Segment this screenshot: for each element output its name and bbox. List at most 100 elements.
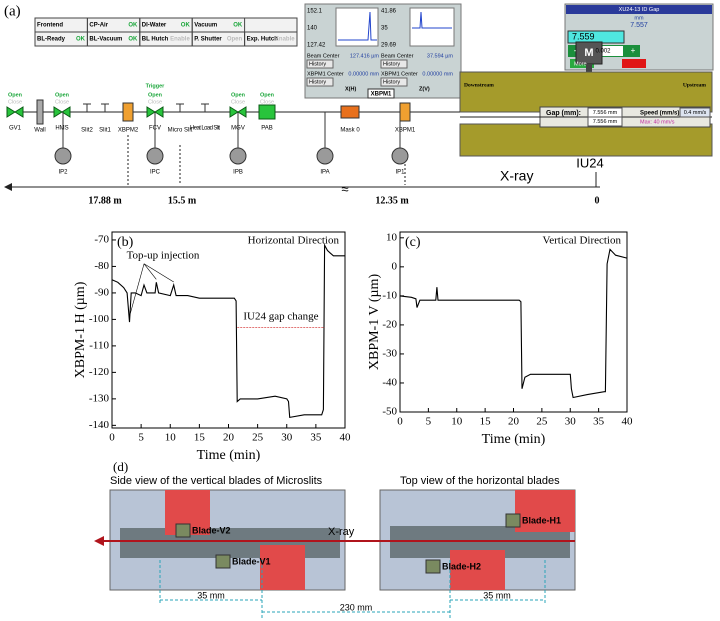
label: 7.556 mm	[593, 110, 618, 116]
label: Open	[231, 92, 246, 98]
label: 12.35 m	[375, 195, 409, 206]
label: Side view of the vertical blades of Micr…	[110, 475, 323, 487]
label: Wall	[34, 128, 45, 134]
y-tick-label: -50	[382, 406, 397, 418]
slit	[101, 103, 109, 112]
x-tick-label: 40	[340, 432, 352, 444]
x-tick-label: 10	[451, 416, 463, 428]
label: 41.86	[381, 9, 397, 15]
label: OK	[128, 37, 138, 43]
y-tick-label: -40	[382, 376, 397, 388]
label: 0.00000 mm	[348, 71, 379, 77]
label: ≈	[341, 181, 348, 196]
label: DI-Water	[142, 23, 167, 29]
label: OK	[76, 37, 86, 43]
label: (d)	[113, 459, 128, 474]
label: GV1	[9, 126, 22, 132]
label: History	[309, 61, 326, 67]
step-box	[583, 46, 623, 56]
stop-button[interactable]	[622, 59, 646, 68]
blade-block	[515, 490, 575, 532]
label: Exp. Hutch	[247, 37, 279, 43]
label: mm	[634, 15, 644, 21]
label: 35 mm	[197, 590, 225, 600]
gap-box	[587, 116, 623, 127]
x-tick-label: 40	[622, 416, 634, 428]
label: Trigger	[146, 83, 166, 89]
label: 7.557	[630, 22, 648, 29]
y-tick-label: -140	[89, 419, 110, 431]
x-tick-label: 30	[281, 432, 293, 444]
label: OK	[181, 23, 191, 29]
history-button[interactable]	[306, 77, 334, 87]
label: Open	[8, 92, 23, 98]
xbpm-trace	[412, 11, 452, 29]
label: 127.416 µm	[350, 53, 380, 59]
label: Slit2	[81, 128, 93, 134]
label: OK	[233, 23, 243, 29]
x-tick-label: 5	[138, 432, 144, 444]
label: 35 mm	[483, 590, 511, 600]
blade-tag	[175, 523, 191, 538]
label: IP2	[58, 170, 68, 176]
label: X-ray	[328, 526, 355, 538]
label: 0	[595, 195, 600, 206]
label: Close	[260, 99, 274, 105]
label: IPB	[233, 170, 243, 176]
label: History	[383, 79, 400, 85]
x-tick-label: 25	[536, 416, 548, 428]
label: Blade-V2	[192, 525, 231, 535]
label: Enable	[275, 37, 295, 43]
x-tick-label: 0	[109, 432, 115, 444]
x-tick-label: 15	[480, 416, 492, 428]
y-tick-label: -10	[382, 289, 397, 301]
label: X(H)	[345, 86, 356, 92]
label: BL Hutch	[142, 37, 169, 43]
history-button[interactable]	[380, 59, 408, 69]
ion-pump	[146, 147, 164, 165]
label: XBPM1	[395, 128, 416, 134]
label: Speed (mm/s):	[640, 111, 681, 117]
slit	[83, 103, 91, 112]
label: P. Shutter	[194, 37, 222, 43]
label: Blade-V1	[232, 556, 271, 566]
label: Open	[260, 92, 275, 98]
element-label: Heat Load Slit	[190, 126, 220, 132]
label: Gap (mm):	[546, 110, 581, 117]
dimension-lines	[159, 560, 546, 618]
label: 17.88 m	[88, 195, 122, 206]
x-tick-label: 5	[426, 416, 432, 428]
label: 7.556 mm	[593, 119, 618, 125]
history-button[interactable]	[306, 59, 334, 69]
label: 0.002	[595, 49, 611, 55]
chart-title: Vertical Direction	[543, 235, 622, 247]
label: CP-Air	[89, 23, 108, 29]
arrow-head	[94, 536, 104, 546]
label: XBPM1 Center	[381, 71, 418, 77]
label: Close	[55, 99, 69, 105]
status-cell	[244, 31, 298, 47]
slit	[176, 103, 184, 112]
speed-box	[679, 107, 711, 118]
label: 0.00000 mm	[422, 71, 453, 77]
blade-tag	[215, 554, 231, 569]
plot-frame	[399, 231, 628, 413]
history-button[interactable]	[380, 77, 408, 87]
annotation: IU24 gap change	[243, 310, 318, 322]
annotation-arrow	[129, 263, 145, 317]
xbpm-name-box	[367, 88, 395, 99]
motor-shaft	[586, 64, 592, 72]
x-tick-label: 30	[565, 416, 577, 428]
label: 0.4 mm/s	[684, 110, 707, 116]
y-tick-label: -110	[89, 339, 109, 351]
undulator-lower	[459, 123, 713, 157]
blade-block	[260, 545, 305, 590]
label: Upstream	[683, 82, 707, 88]
xbpm-plot	[409, 7, 455, 47]
label: 230 mm	[340, 602, 373, 612]
plot-frame	[111, 231, 346, 429]
label: Beam Center	[381, 53, 414, 59]
x-axis-label: Time (min)	[197, 448, 261, 463]
x-tick-label: 20	[508, 416, 520, 428]
label: Mask 0	[340, 128, 360, 134]
